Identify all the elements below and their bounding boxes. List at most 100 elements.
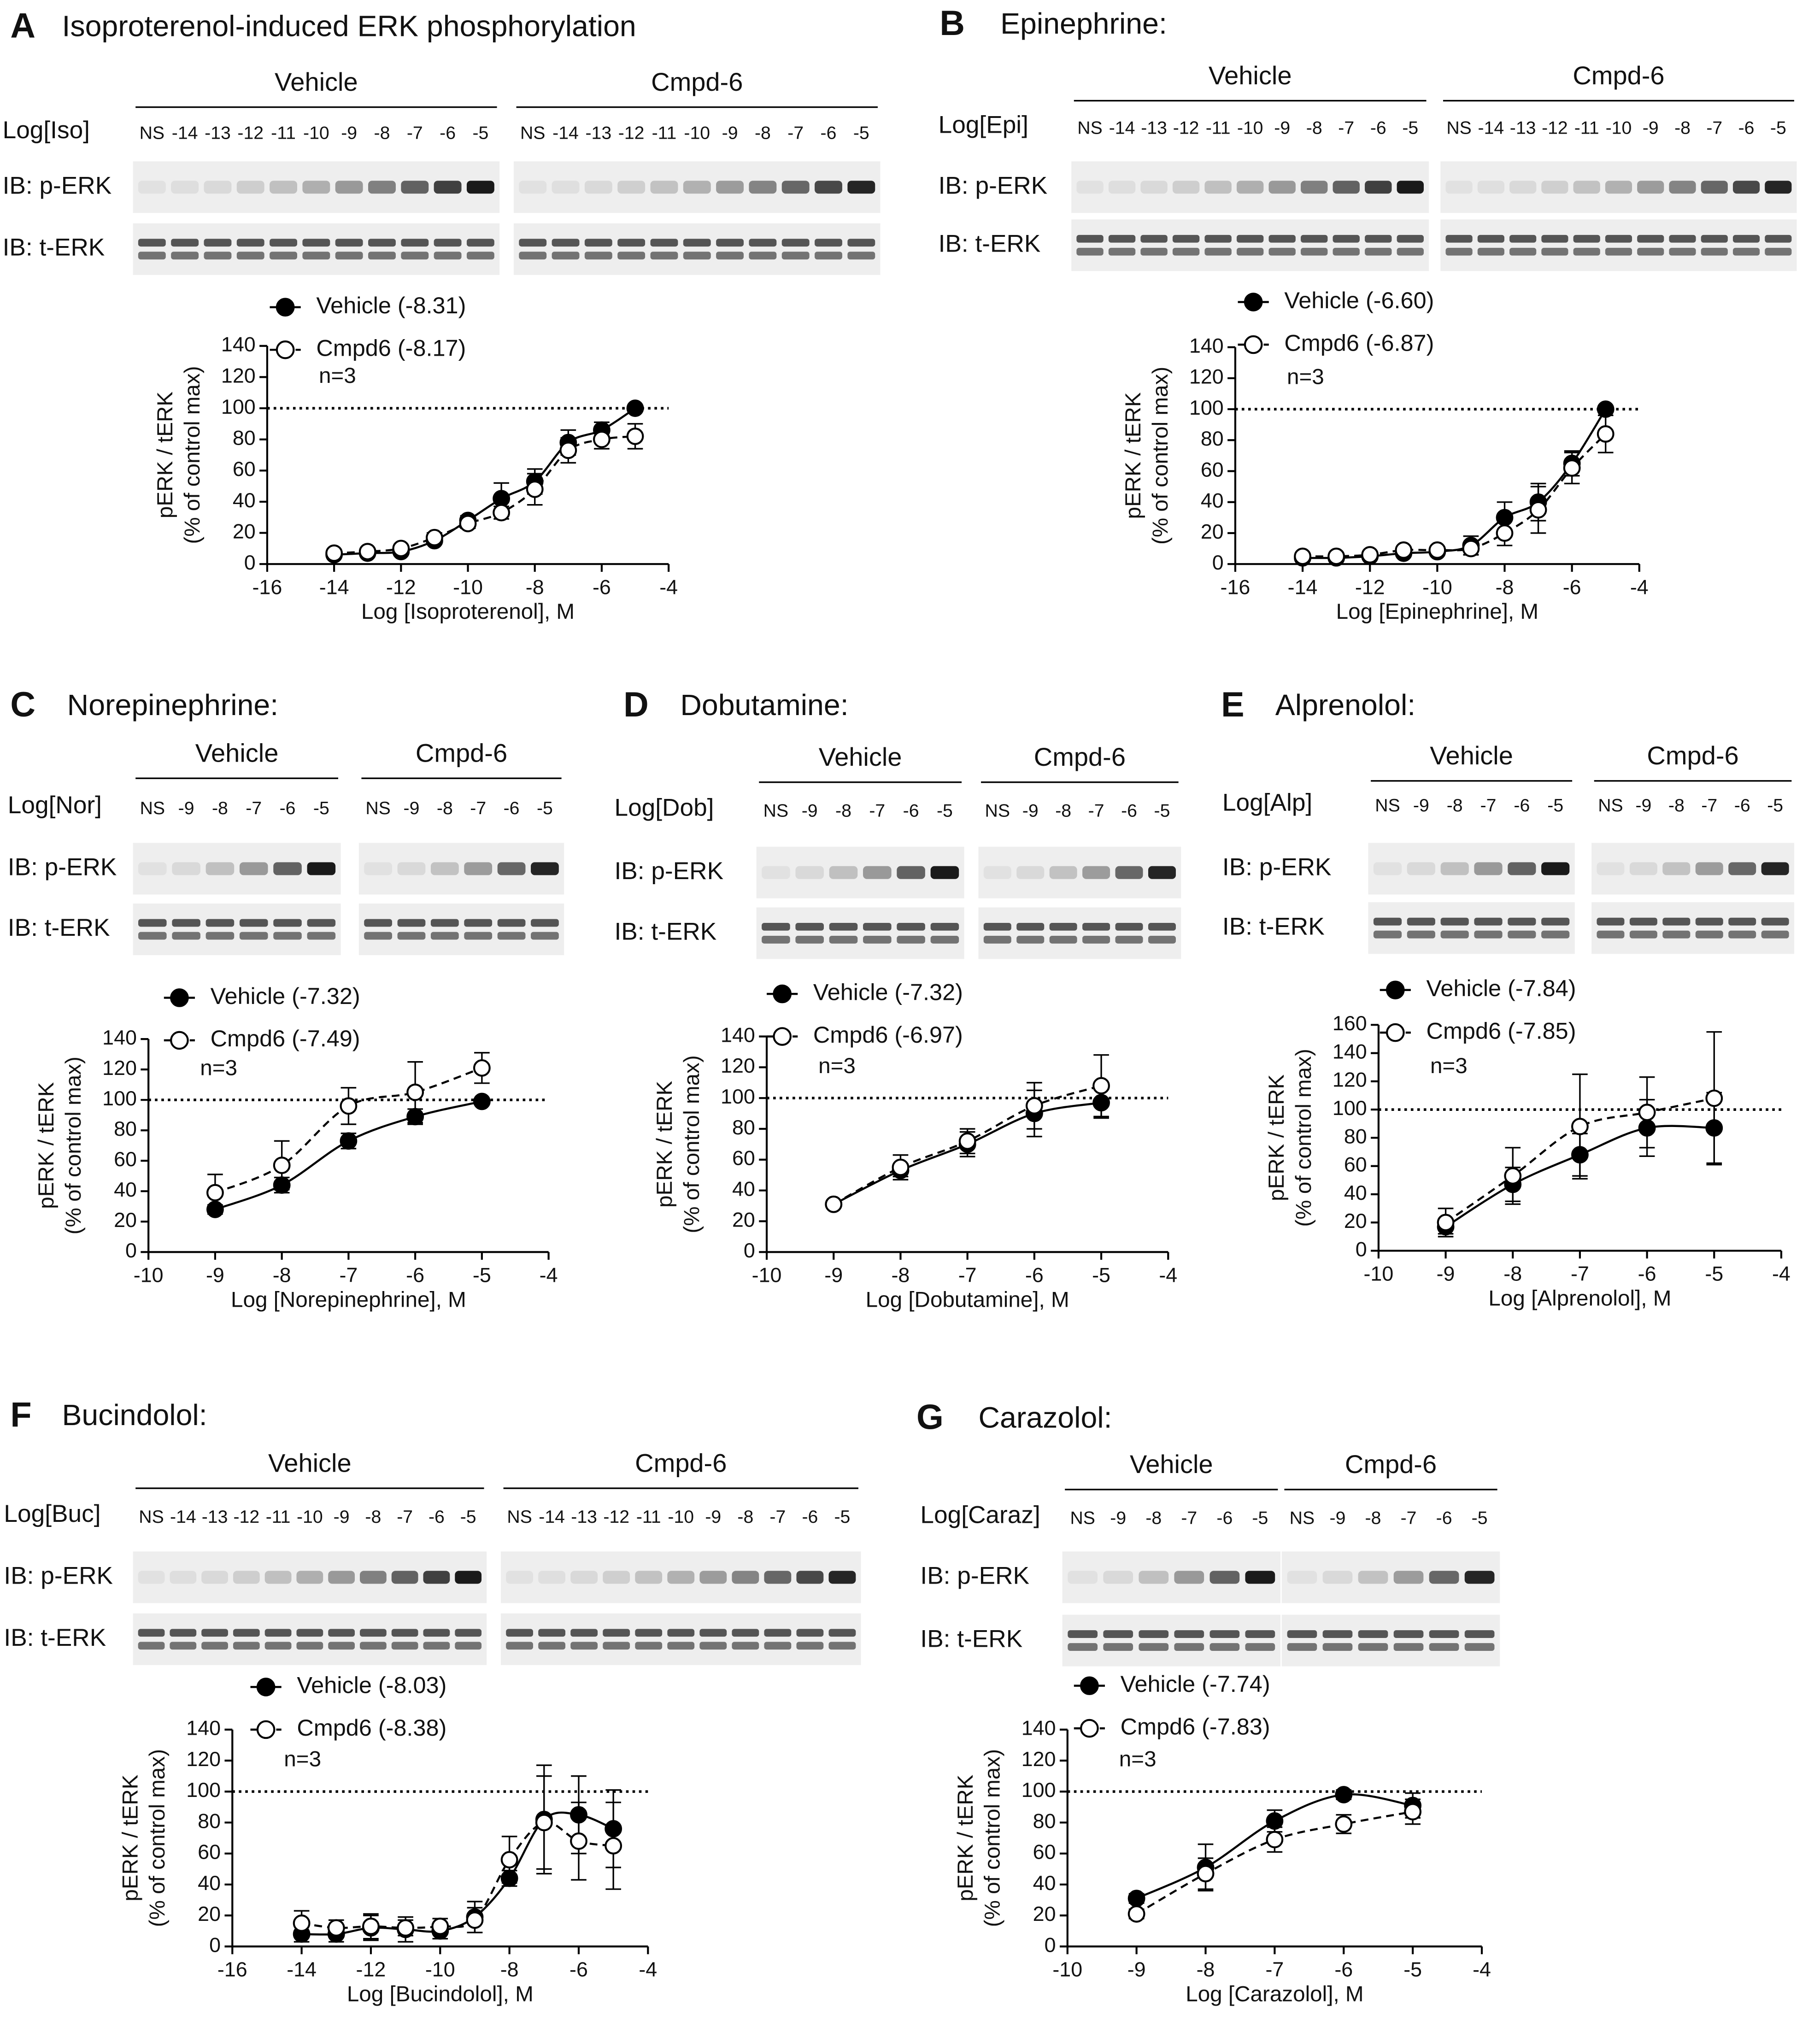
row-label: IB: t-ERK	[4, 1624, 106, 1651]
p-erk-band	[552, 181, 580, 194]
y-axis-label: (% of control max)	[1148, 367, 1173, 545]
t-erk-band	[1268, 247, 1296, 256]
t-erk-band	[204, 252, 232, 260]
p-erk-band	[983, 866, 1011, 879]
p-erk-band	[1429, 1571, 1459, 1584]
t-erk-band	[863, 936, 892, 944]
t-erk-band	[233, 1642, 260, 1650]
t-erk-band	[749, 252, 777, 260]
lane-label: NS	[1290, 1509, 1315, 1528]
t-erk-band	[273, 932, 302, 940]
panel-letter: F	[10, 1396, 31, 1434]
p-erk-band	[1637, 181, 1664, 194]
t-erk-band	[1605, 235, 1632, 243]
t-erk-band	[1393, 1643, 1424, 1651]
y-tick-label: 40	[114, 1178, 137, 1201]
p-erk-band	[897, 866, 925, 879]
data-point	[1597, 425, 1615, 443]
t-erk-band	[732, 1642, 759, 1650]
t-erk-band	[364, 919, 392, 927]
p-erk-band	[1629, 862, 1657, 875]
lane-label: -13	[1510, 118, 1536, 138]
x-axis-label: Log [Dobutamine], M	[866, 1287, 1069, 1312]
t-erk-band	[1082, 922, 1110, 931]
y-axis-label: pERK / tERK	[1121, 392, 1145, 519]
p-erk-band	[1728, 862, 1756, 875]
y-tick-label: 120	[102, 1057, 137, 1080]
lane-label: -8	[755, 123, 771, 143]
x-tick-label: -7	[339, 1263, 358, 1286]
lane-label: NS	[140, 123, 164, 143]
t-erk-band	[391, 1642, 418, 1650]
x-tick-label: -14	[287, 1958, 317, 1981]
t-erk-band	[1464, 1630, 1495, 1638]
p-erk-band	[1508, 862, 1536, 875]
t-erk-band	[1204, 247, 1232, 256]
x-tick-label: -5	[473, 1263, 491, 1286]
group-label: Vehicle	[1209, 61, 1292, 90]
t-erk-band	[1209, 1630, 1240, 1638]
blot-background	[1368, 843, 1575, 895]
t-erk-band	[1209, 1643, 1240, 1651]
lane-label: -6	[1734, 796, 1750, 816]
data-point	[526, 480, 544, 498]
p-erk-band	[1732, 181, 1760, 194]
data-point	[473, 1059, 491, 1077]
lane-label: -10	[1237, 118, 1263, 138]
legend-marker	[773, 984, 792, 1004]
y-tick-label: 80	[1344, 1125, 1367, 1148]
data-point	[500, 1851, 518, 1869]
data-point	[1705, 1089, 1723, 1107]
t-erk-band	[368, 252, 396, 260]
t-erk-band	[1509, 247, 1537, 256]
t-erk-band	[1148, 936, 1176, 944]
p-erk-band	[1333, 181, 1360, 194]
data-point	[559, 441, 577, 459]
panel-letter: B	[939, 4, 965, 43]
x-tick-label: -9	[206, 1263, 224, 1286]
x-tick-label: -8	[1197, 1958, 1215, 1981]
data-point	[466, 1911, 484, 1929]
annotation: n=3	[200, 1056, 237, 1080]
lane-label: -6	[821, 123, 837, 143]
p-erk-band	[828, 1571, 856, 1584]
t-erk-band	[1287, 1630, 1317, 1638]
lane-label: -7	[470, 798, 486, 818]
y-tick-label: 140	[221, 333, 256, 356]
x-tick-label: -12	[386, 575, 416, 599]
x-tick-label: -6	[569, 1958, 588, 1981]
t-erk-band	[328, 1642, 355, 1650]
p-erk-band	[1669, 181, 1696, 194]
t-erk-band	[138, 932, 167, 940]
lane-label: -9	[178, 798, 194, 818]
lane-label: -5	[537, 798, 553, 818]
t-erk-band	[464, 932, 493, 940]
x-tick-label: -9	[1127, 1958, 1146, 1981]
p-erk-band	[1662, 862, 1691, 875]
row-label: IB: t-ERK	[920, 1626, 1022, 1653]
t-erk-band	[1662, 930, 1691, 939]
group-label: Vehicle	[819, 742, 902, 771]
group-label: Vehicle	[268, 1448, 352, 1477]
lane-label: -9	[1022, 801, 1039, 821]
lane-label: -9	[341, 123, 357, 143]
x-tick-label: -5	[1403, 1958, 1422, 1981]
t-erk-band	[1695, 930, 1723, 939]
lane-label: -8	[1674, 118, 1691, 138]
t-erk-band	[1245, 1630, 1275, 1638]
lane-label: -5	[472, 123, 488, 143]
t-erk-band	[1333, 235, 1360, 243]
x-tick-label: -16	[252, 575, 282, 599]
t-erk-band	[1016, 922, 1045, 931]
p-erk-band	[170, 1571, 197, 1584]
t-erk-band	[683, 252, 711, 260]
t-erk-band	[635, 1629, 663, 1637]
lane-label: -9	[1643, 118, 1659, 138]
lane-label: -8	[212, 798, 228, 818]
group-label: Cmpd-6	[1647, 741, 1738, 770]
t-erk-band	[270, 239, 297, 247]
t-erk-band	[1397, 247, 1424, 256]
t-erk-band	[1440, 917, 1469, 926]
t-erk-band	[138, 252, 166, 260]
lane-label: -12	[1542, 118, 1568, 138]
